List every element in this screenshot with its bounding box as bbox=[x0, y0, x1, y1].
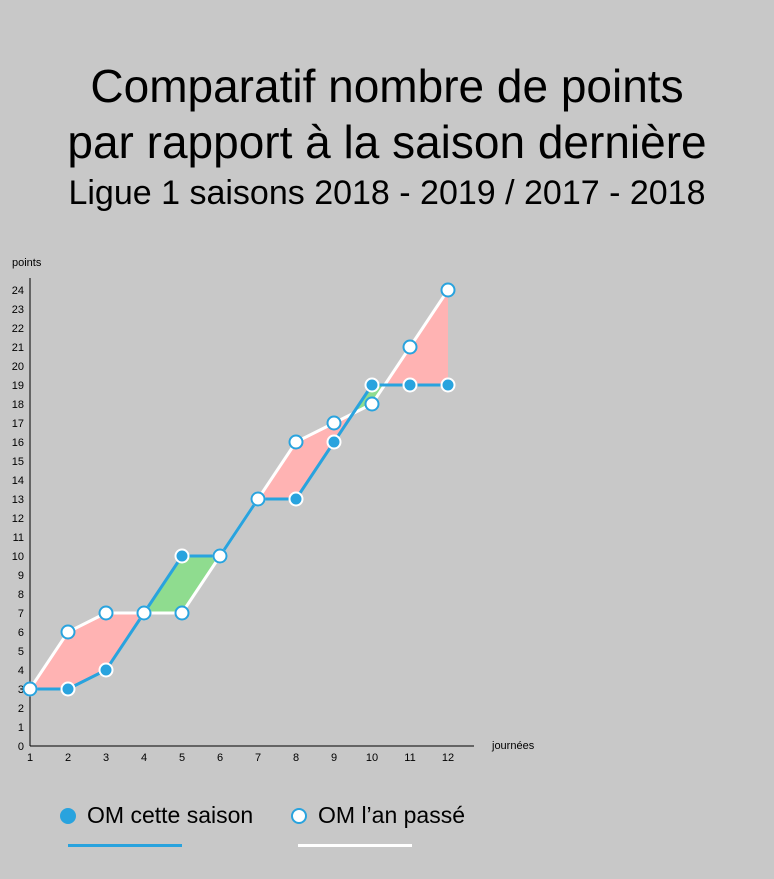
y-tick-label: 4 bbox=[18, 665, 24, 677]
chart-subtitle: Ligue 1 saisons 2018 - 2019 / 2017 - 201… bbox=[68, 174, 706, 212]
legend-marker-current bbox=[60, 808, 76, 824]
y-tick-label: 22 bbox=[12, 323, 24, 335]
x-tick-label: 7 bbox=[255, 752, 261, 764]
x-tick-label: 8 bbox=[293, 752, 299, 764]
point-previous bbox=[402, 339, 418, 355]
x-tick-label: 10 bbox=[366, 752, 378, 764]
legend-label-current: OM cette saison bbox=[87, 802, 254, 828]
x-tick-label: 11 bbox=[404, 752, 415, 764]
point-previous bbox=[98, 605, 114, 621]
y-tick-label: 24 bbox=[12, 285, 24, 297]
point-current bbox=[98, 662, 114, 678]
legend-line-previous bbox=[298, 844, 412, 847]
y-tick-label: 21 bbox=[12, 342, 24, 354]
behind-region bbox=[296, 423, 334, 499]
point-current bbox=[402, 377, 418, 393]
y-tick-label: 23 bbox=[12, 304, 24, 316]
y-tick-label: 17 bbox=[12, 418, 24, 430]
point-current bbox=[174, 548, 190, 564]
y-tick-label: 0 bbox=[18, 741, 24, 753]
y-tick-label: 9 bbox=[18, 570, 24, 582]
chart-title-block: Comparatif nombre de points par rapport … bbox=[0, 58, 774, 214]
chart-title-line-1: Comparatif nombre de points bbox=[90, 60, 684, 112]
legend-line-current bbox=[68, 844, 182, 847]
point-current bbox=[60, 681, 76, 697]
y-tick-label: 8 bbox=[18, 589, 24, 601]
chart-title-line-2: par rapport à la saison dernière bbox=[67, 116, 707, 168]
point-previous bbox=[250, 491, 266, 507]
y-tick-label: 18 bbox=[12, 399, 24, 411]
behind-region bbox=[68, 613, 106, 689]
y-tick-label: 12 bbox=[12, 513, 24, 525]
y-tick-label: 3 bbox=[18, 684, 24, 696]
y-tick-label: 1 bbox=[18, 722, 24, 734]
y-axis-title: points bbox=[12, 257, 42, 269]
y-tick-label: 2 bbox=[18, 703, 24, 715]
y-tick-label: 5 bbox=[18, 646, 24, 658]
y-tick-label: 10 bbox=[12, 551, 24, 563]
x-tick-label: 5 bbox=[179, 752, 185, 764]
behind-region bbox=[410, 290, 448, 385]
point-previous bbox=[212, 548, 228, 564]
chart-title: Comparatif nombre de points par rapport … bbox=[0, 58, 774, 170]
point-current bbox=[326, 434, 342, 450]
x-tick-label: 6 bbox=[217, 752, 223, 764]
point-current bbox=[364, 377, 380, 393]
y-tick-label: 15 bbox=[12, 456, 24, 468]
point-previous bbox=[60, 624, 76, 640]
x-tick-label: 9 bbox=[331, 752, 337, 764]
legend-marker-previous bbox=[291, 808, 307, 824]
y-tick-label: 6 bbox=[18, 627, 24, 639]
point-current bbox=[288, 491, 304, 507]
x-tick-label: 1 bbox=[27, 752, 33, 764]
legend: OM cette saison OM l’an passé bbox=[0, 800, 774, 860]
point-previous bbox=[326, 415, 342, 431]
point-current bbox=[440, 377, 456, 393]
point-previous bbox=[174, 605, 190, 621]
x-tick-label: 2 bbox=[65, 752, 71, 764]
x-tick-label: 12 bbox=[442, 752, 454, 764]
y-tick-label: 11 bbox=[13, 532, 24, 544]
legend-label-previous: OM l’an passé bbox=[318, 802, 466, 828]
point-previous bbox=[440, 282, 456, 298]
y-tick-label: 16 bbox=[12, 437, 24, 449]
y-tick-label: 13 bbox=[12, 494, 24, 506]
y-tick-label: 20 bbox=[12, 361, 24, 373]
y-tick-label: 19 bbox=[12, 380, 24, 392]
point-previous bbox=[364, 396, 380, 412]
point-previous bbox=[288, 434, 304, 450]
y-tick-label: 14 bbox=[12, 475, 24, 487]
point-previous bbox=[136, 605, 152, 621]
x-axis-title: journées bbox=[491, 740, 535, 752]
x-tick-label: 3 bbox=[103, 752, 109, 764]
x-tick-label: 4 bbox=[141, 752, 147, 764]
y-tick-label: 7 bbox=[18, 608, 24, 620]
point-previous bbox=[22, 681, 38, 697]
